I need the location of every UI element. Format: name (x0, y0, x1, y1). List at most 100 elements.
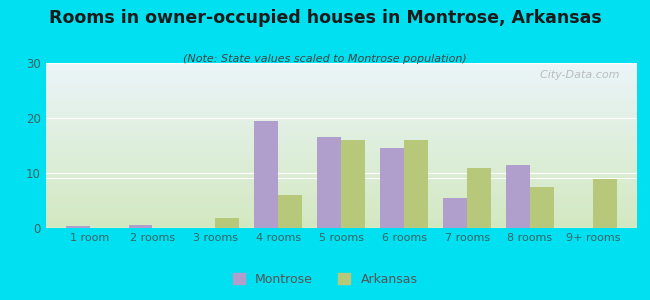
Bar (46, 140, 637, 141)
Bar (46, 112, 637, 113)
Bar (46, 210, 637, 211)
Bar (46, 92, 637, 93)
Bar (46, 221, 637, 222)
Bar (46, 120, 637, 121)
Bar (46, 214, 637, 215)
Bar (46, 155, 637, 156)
Bar (46, 226, 637, 227)
Bar (46, 204, 637, 205)
Bar (46, 169, 637, 170)
Bar (46, 87, 637, 88)
Bar (46, 76, 637, 77)
Bar (46, 211, 637, 212)
Bar (46, 180, 637, 181)
Bar (46, 111, 637, 112)
Bar (46, 203, 637, 204)
Bar (46, 169, 637, 170)
Bar (46, 156, 637, 157)
Bar (46, 84, 637, 85)
Bar (46, 216, 637, 217)
Bar (46, 134, 637, 135)
Bar (46, 130, 637, 131)
Bar (46, 71, 637, 72)
Bar (46, 188, 637, 189)
Bar (46, 148, 637, 149)
Bar (46, 126, 637, 127)
Bar (46, 96, 637, 97)
Bar (46, 143, 637, 144)
Bar (46, 181, 637, 182)
Bar (46, 146, 637, 147)
Bar (341, 140, 365, 228)
Bar (46, 137, 637, 138)
Bar (46, 128, 637, 129)
Bar (46, 115, 637, 116)
Bar (46, 74, 637, 75)
Bar (46, 202, 637, 203)
Text: (Note: State values scaled to Montrose population): (Note: State values scaled to Montrose p… (183, 54, 467, 64)
Bar (46, 99, 637, 100)
Bar (46, 85, 637, 86)
Bar (46, 193, 637, 194)
Bar (506, 165, 530, 228)
Bar (46, 183, 637, 184)
Bar (46, 132, 637, 133)
Bar (46, 198, 637, 199)
Bar (46, 215, 637, 216)
Bar (46, 199, 637, 200)
Bar (46, 200, 637, 201)
Bar (46, 127, 637, 128)
Bar (46, 222, 637, 223)
Bar (380, 148, 404, 228)
Bar (46, 67, 637, 68)
Bar (46, 179, 637, 180)
Bar (46, 98, 637, 99)
Bar (46, 213, 637, 214)
Bar (46, 72, 637, 73)
Bar (46, 175, 637, 176)
Bar (129, 225, 153, 228)
Bar (46, 68, 637, 69)
Bar (46, 158, 637, 159)
Bar (46, 150, 637, 151)
Bar (46, 104, 637, 105)
Bar (46, 113, 637, 114)
Bar (46, 224, 637, 225)
Bar (46, 95, 637, 96)
Bar (46, 109, 637, 110)
Bar (46, 178, 637, 179)
Bar (46, 138, 637, 139)
Bar (46, 88, 637, 89)
Bar (46, 107, 637, 108)
Bar (46, 167, 637, 168)
Bar (46, 101, 637, 102)
Bar (46, 208, 637, 209)
Bar (46, 73, 637, 74)
Bar (46, 86, 637, 87)
Bar (46, 159, 637, 160)
Bar (215, 218, 239, 228)
Bar (46, 70, 637, 71)
Bar (46, 161, 637, 162)
Bar (530, 187, 554, 228)
Bar (46, 100, 637, 101)
Bar (46, 147, 637, 148)
Bar (46, 176, 637, 177)
Bar (46, 103, 637, 104)
Bar (46, 64, 637, 65)
Bar (46, 94, 637, 95)
Bar (46, 174, 637, 175)
Text: City-Data.com: City-Data.com (533, 70, 619, 80)
Bar (46, 152, 637, 153)
Bar (317, 137, 341, 228)
Bar (443, 198, 467, 228)
Bar (46, 131, 637, 132)
Bar (66, 226, 90, 228)
Bar (46, 91, 637, 92)
Bar (46, 141, 637, 142)
Bar (46, 223, 637, 224)
Bar (46, 117, 637, 118)
Bar (46, 144, 637, 145)
Bar (46, 82, 637, 83)
Bar (46, 139, 637, 140)
